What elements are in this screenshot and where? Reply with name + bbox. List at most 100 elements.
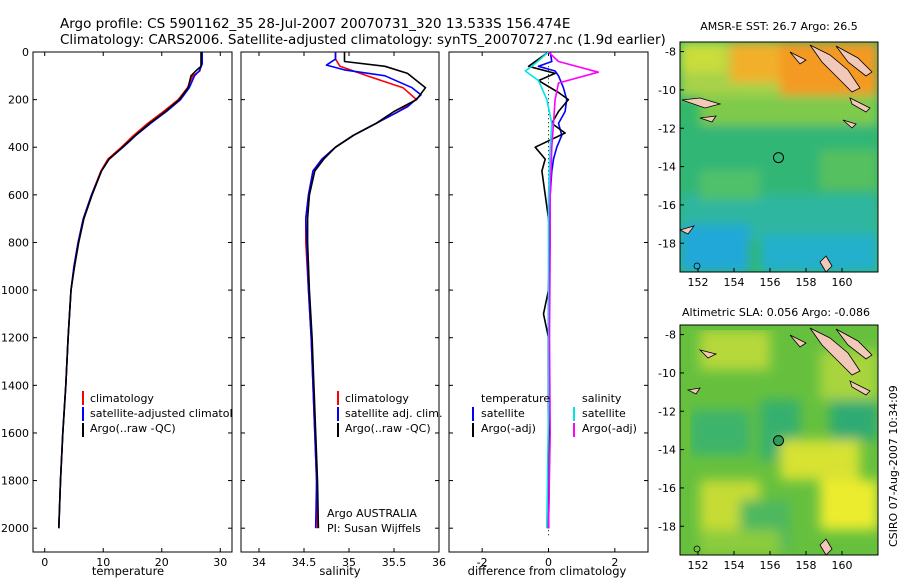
- series-line-argo-raw-qc: [58, 52, 202, 529]
- x-tick-label: 10: [96, 556, 110, 569]
- sla-argo-marker: [773, 435, 784, 447]
- difference-panel: -2 0 2 difference from climatology tempera…: [448, 51, 649, 578]
- map-x-tick-label: 152: [688, 559, 709, 572]
- y-tick-label: 1200: [1, 332, 29, 345]
- sla-map-frame: [679, 324, 879, 556]
- difference-ticks: -2 0 2: [449, 51, 648, 569]
- legend-sal-climatology-label: climatology: [345, 392, 409, 405]
- sst-map-frame: [679, 41, 879, 273]
- sst-argo-marker: [773, 152, 784, 164]
- map-x-tick-label: 154: [724, 559, 745, 572]
- temperature-axes-box: [32, 51, 233, 553]
- map-x-tick-label: 160: [832, 276, 853, 289]
- salinity-axis-label: salinity: [319, 564, 360, 578]
- sla-blobs: [690, 330, 878, 555]
- csiro-timestamp: CSIRO 07-Aug-2007 10:34:09: [887, 385, 900, 547]
- x-tick-label: 34.5: [292, 556, 317, 569]
- map-x-tick-label: 160: [832, 559, 853, 572]
- y-tick-label: 1600: [1, 427, 29, 440]
- legend-salinity-heading: salinity: [582, 392, 622, 405]
- sst-blobs: [680, 42, 878, 272]
- map-x-tick-label: 158: [796, 559, 817, 572]
- map-y-tick-label: -12: [658, 122, 676, 135]
- sst-coastlines: [680, 44, 873, 272]
- y-tick-label: 600: [8, 189, 29, 202]
- x-tick-label: 0: [41, 556, 48, 569]
- temperature-panel: 0 10 20 30 0 200 400 600 800 1000 1200 1400 1600 1800…: [1, 46, 253, 578]
- legend-sal-argo-adj-label: Argo(-adj): [582, 422, 637, 435]
- map-x-tick-label: 154: [724, 276, 745, 289]
- legend-temp-satellite-label: satellite: [481, 407, 525, 420]
- map-y-tick-label: -8: [665, 46, 676, 59]
- sst-map-title: AMSR-E SST: 26.7 Argo: 26.5: [700, 20, 858, 33]
- map-y-tick-label: -14: [658, 444, 676, 457]
- difference-series-group: [524, 52, 600, 529]
- legend-sal-argo-label: Argo(..raw -QC): [345, 422, 431, 435]
- legend-sal-satellite-label: satellite adj. clim.: [345, 407, 442, 420]
- temperature-ticks: 0 10 20 30 0 200 400 600 800 1000 1200 1400 1600 1800…: [1, 46, 232, 569]
- sla-map: Altimetric SLA: 0.056 Argo: -0.086: [658, 306, 879, 572]
- salinity-series-group: [305, 52, 427, 529]
- series-line-argo-raw-qc: [306, 52, 427, 529]
- sla-coastlines: [686, 327, 873, 555]
- x-tick-label: 36: [432, 556, 446, 569]
- x-tick-label: 35: [342, 556, 356, 569]
- x-tick-label: 2: [611, 556, 618, 569]
- series-line-temperature-argo-adj: [527, 52, 570, 529]
- y-tick-label: 1800: [1, 475, 29, 488]
- map-x-tick-label: 156: [760, 276, 781, 289]
- sla-map-ticks: 152 154 156 158 160 -8 -10 -12 -14 -16 -18: [658, 329, 852, 572]
- map-y-tick-label: -12: [658, 405, 676, 418]
- sst-map: AMSR-E SST: 26.7 Argo: 26.5: [658, 20, 879, 289]
- temperature-axis-label: temperature: [92, 564, 164, 578]
- y-tick-label: 1000: [1, 284, 29, 297]
- map-y-tick-label: -16: [658, 482, 676, 495]
- map-y-tick-label: -8: [665, 329, 676, 342]
- salinity-legend: climatology satellite adj. clim. Argo(..…: [327, 391, 442, 535]
- map-x-tick-label: 156: [760, 559, 781, 572]
- salinity-axes-box: [240, 51, 440, 553]
- legend-temp-argo-label: Argo(-adj): [481, 422, 536, 435]
- legend-temperature-heading: temperature: [481, 392, 550, 405]
- argo-agency-note: Argo AUSTRALIA: [327, 507, 417, 520]
- sla-map-title: Altimetric SLA: 0.056 Argo: -0.086: [682, 306, 870, 319]
- y-tick-label: 1400: [1, 379, 29, 392]
- temperature-series-group: [58, 52, 203, 529]
- map-y-tick-label: -10: [658, 84, 676, 97]
- map-x-tick-label: 158: [796, 276, 817, 289]
- map-x-tick-label: 152: [688, 276, 709, 289]
- sst-map-ticks: 152 154 156 158 160 -8 -10 -12 -14 -16 -18: [658, 46, 852, 289]
- legend-argo-label: Argo(..raw -QC): [90, 422, 176, 435]
- map-y-tick-label: -14: [658, 161, 676, 174]
- y-tick-label: 2000: [1, 522, 29, 535]
- map-y-tick-label: -18: [658, 237, 676, 250]
- series-line-salinity-argo-adj: [547, 52, 600, 529]
- y-tick-label: 400: [8, 141, 29, 154]
- x-tick-label: 20: [155, 556, 169, 569]
- legend-sal-sat-label: satellite: [582, 407, 626, 420]
- figure-title-line1: Argo profile: CS 5901162_35 28-Jul-2007 …: [60, 16, 570, 32]
- argo-pi-note: PI: Susan Wijffels: [327, 522, 421, 535]
- x-tick-label: -2: [477, 556, 488, 569]
- sst-field: [680, 42, 878, 272]
- x-tick-label: 34: [252, 556, 266, 569]
- legend-satellite-adjusted-label: satellite-adjusted climatology: [90, 407, 253, 420]
- difference-axis-label: difference from climatology: [468, 564, 627, 578]
- salinity-ticks: 34 34.5 35 35.5 36: [241, 51, 446, 569]
- map-y-tick-label: -18: [658, 520, 676, 533]
- temperature-legend: climatology satellite-adjusted climatolo…: [82, 391, 253, 437]
- difference-legend: temperature satellite Argo(-adj) salinit…: [472, 392, 637, 437]
- legend-climatology-label: climatology: [90, 392, 154, 405]
- figure-title-line2: Climatology: CARS2006. Satellite-adjuste…: [60, 32, 666, 48]
- series-line-salinity-satellite: [524, 52, 553, 529]
- y-tick-label: 0: [22, 46, 29, 59]
- salinity-panel: 34 34.5 35 35.5 36 salinity climatology sate…: [240, 51, 446, 578]
- map-y-tick-label: -10: [658, 367, 676, 380]
- x-tick-label: 35.5: [382, 556, 407, 569]
- y-tick-label: 800: [8, 236, 29, 249]
- x-tick-label: 30: [213, 556, 227, 569]
- x-tick-label: 0: [545, 556, 552, 569]
- y-tick-label: 200: [8, 94, 29, 107]
- map-y-tick-label: -16: [658, 199, 676, 212]
